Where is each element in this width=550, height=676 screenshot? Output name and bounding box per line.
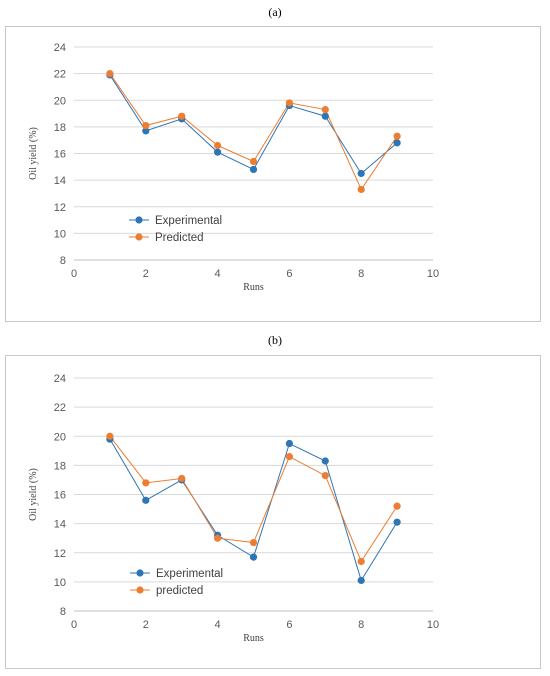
chart-a-data-point-experimental: [214, 148, 222, 156]
chart-a-data-point-predicted: [357, 185, 365, 194]
chart-a-y-tick-label: 16: [54, 149, 66, 161]
chart-a-legend-marker: [135, 233, 143, 241]
chart-a-x-tick-label: 0: [71, 268, 77, 280]
chart-b-data-point-predicted: [106, 432, 114, 440]
chart-b-data-point-experimental: [393, 518, 401, 526]
chart-a-x-tick-label: 2: [143, 268, 149, 280]
chart-a-data-point-predicted: [249, 157, 258, 166]
chart-b-data-point-predicted: [321, 471, 329, 480]
chart-b-x-axis-title: Runs: [243, 633, 264, 644]
chart-a-x-axis-title: Runs: [243, 282, 264, 293]
chart-b-data-point-experimental: [142, 496, 150, 504]
chart-a-x-tick-label: 8: [358, 268, 364, 280]
chart-a-y-tick-label: 14: [54, 175, 66, 187]
chart-a-y-tick-label: 20: [54, 95, 66, 107]
chart-b-data-point-predicted: [357, 557, 365, 566]
chart-b-y-tick-label: 10: [54, 577, 66, 589]
chart-b-legend-label: predicted: [156, 585, 203, 597]
chart-a-data-point-predicted: [178, 112, 186, 120]
chart-a-data-point-predicted: [214, 141, 222, 150]
chart-a-y-tick-label: 10: [54, 228, 66, 240]
chart-b-data-point-predicted: [142, 479, 150, 487]
chart-a-legend-label: Experimental: [155, 215, 222, 227]
chart-a-y-tick-label: 22: [54, 69, 66, 81]
chart-b-y-tick-label: 16: [54, 490, 66, 502]
chart-b-y-tick-label: 8: [60, 606, 66, 618]
chart-b-data-point-experimental: [321, 457, 329, 465]
chart-b-data-point-predicted: [249, 538, 258, 547]
chart-b-data-point-experimental: [249, 553, 258, 561]
chart-b-data-point-predicted: [178, 474, 186, 483]
chart-a-y-axis-title: Oil yield (%): [28, 127, 39, 180]
chart-b-data-point-predicted: [393, 502, 401, 510]
chart-b-data-point-predicted: [285, 453, 293, 461]
chart-a-data-point-experimental: [142, 127, 150, 135]
chart-b-y-tick-label: 20: [54, 431, 66, 443]
chart-b-y-tick-label: 14: [54, 519, 66, 531]
chart-b-y-tick-label: 12: [54, 548, 66, 560]
chart-b-frame: 8 10 12 14 16 18 20 22 24 0 2 4 6 8 10 Runs Oil yield (%…: [5, 355, 541, 669]
chart-b-x-tick-label: 8: [358, 619, 364, 631]
chart-a-frame: 8 10 12 14 16 18 20 22 24 0 2 4 6 8 10 Runs Oil yield (%…: [5, 26, 541, 322]
chart-b-x-tick-label: 10: [427, 619, 439, 631]
chart-a-x-tick-label: 4: [215, 268, 221, 280]
chart-a-legend-marker: [135, 216, 143, 224]
chart-a-data-point-predicted: [142, 121, 150, 130]
chart-a-data-point-experimental: [321, 112, 329, 120]
chart-a-legend-label: Predicted: [155, 232, 204, 244]
chart-b-x-tick-label: 0: [71, 619, 77, 631]
chart-a-y-tick-label: 24: [54, 42, 66, 54]
chart-a-data-point-predicted: [321, 105, 329, 114]
panel-label-a: (a): [268, 5, 282, 19]
chart-b-y-tick-label: 22: [54, 402, 66, 414]
chart-b-legend-label: Experimental: [156, 568, 223, 580]
chart-a-y-tick-label: 12: [54, 202, 66, 214]
chart-b-legend-marker: [136, 586, 144, 594]
chart-a-data-point-predicted: [106, 70, 114, 78]
chart-b-data-point-experimental: [357, 576, 365, 585]
chart-a-data-point-experimental: [249, 165, 258, 174]
chart-b-y-tick-label: 18: [54, 460, 66, 472]
chart-b-legend-marker: [136, 569, 144, 577]
chart-b-data-point-predicted: [214, 534, 222, 542]
chart-a-x-tick-label: 10: [427, 268, 439, 280]
chart-a-data-point-predicted: [285, 99, 293, 107]
chart-b-x-tick-label: 4: [215, 619, 221, 631]
chart-a-x-tick-label: 6: [286, 268, 292, 280]
chart-b-x-tick-label: 6: [286, 619, 292, 631]
chart-b-x-tick-label: 2: [143, 619, 149, 631]
chart-a-y-tick-label: 18: [54, 122, 66, 134]
panel-label-b: (b): [268, 333, 282, 347]
chart-b-y-tick-label: 24: [54, 373, 66, 385]
chart-b-data-point-experimental: [285, 439, 293, 448]
chart-a-y-tick-label: 8: [60, 255, 66, 267]
chart-a-data-point-experimental: [357, 169, 365, 178]
chart-b-y-axis-title: Oil yield (%): [28, 468, 39, 521]
chart-a-data-point-predicted: [393, 132, 401, 140]
chart-a-data-point-experimental: [393, 139, 401, 147]
